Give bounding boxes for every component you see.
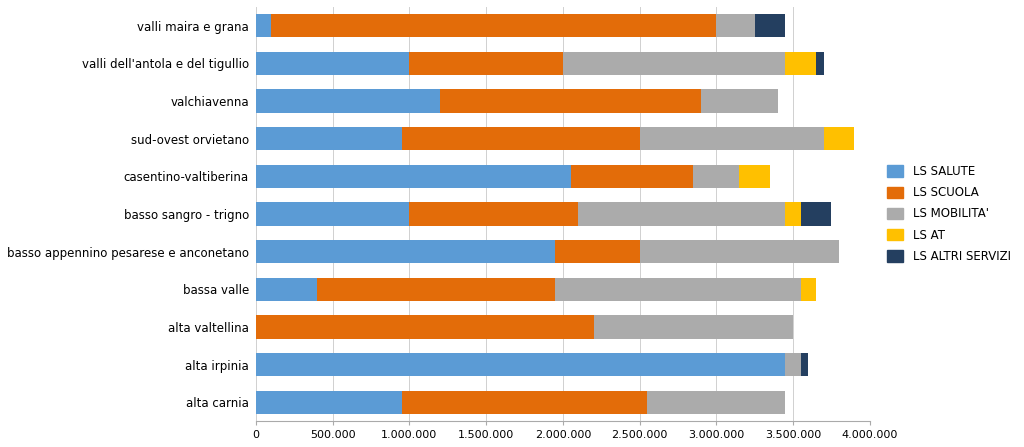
Bar	[816, 52, 823, 75]
Bar	[640, 240, 839, 263]
Bar	[579, 202, 785, 226]
Bar	[801, 202, 831, 226]
Bar	[563, 52, 785, 75]
Bar	[785, 52, 816, 75]
Bar	[594, 315, 793, 338]
Bar	[256, 353, 785, 376]
Bar	[739, 164, 770, 188]
Bar	[271, 14, 717, 38]
Bar	[256, 240, 555, 263]
Bar	[555, 240, 640, 263]
Legend: LS SALUTE, LS SCUOLA, LS MOBILITA', LS AT, LS ALTRI SERVIZI: LS SALUTE, LS SCUOLA, LS MOBILITA', LS A…	[882, 160, 1015, 268]
Bar	[717, 14, 755, 38]
Bar	[801, 353, 808, 376]
Bar	[410, 52, 563, 75]
Bar	[256, 202, 410, 226]
Bar	[647, 391, 785, 414]
Bar	[701, 89, 777, 113]
Bar	[256, 164, 570, 188]
Bar	[801, 278, 816, 301]
Bar	[785, 202, 801, 226]
Bar	[256, 14, 271, 38]
Bar	[640, 127, 823, 150]
Bar	[570, 164, 693, 188]
Bar	[256, 52, 410, 75]
Bar	[317, 278, 555, 301]
Bar	[823, 127, 854, 150]
Bar	[693, 164, 739, 188]
Bar	[256, 315, 594, 338]
Bar	[555, 278, 801, 301]
Bar	[410, 202, 579, 226]
Bar	[256, 278, 317, 301]
Bar	[256, 89, 440, 113]
Bar	[256, 127, 401, 150]
Bar	[256, 391, 401, 414]
Bar	[401, 127, 640, 150]
Bar	[755, 14, 785, 38]
Bar	[440, 89, 701, 113]
Bar	[785, 353, 801, 376]
Bar	[401, 391, 647, 414]
